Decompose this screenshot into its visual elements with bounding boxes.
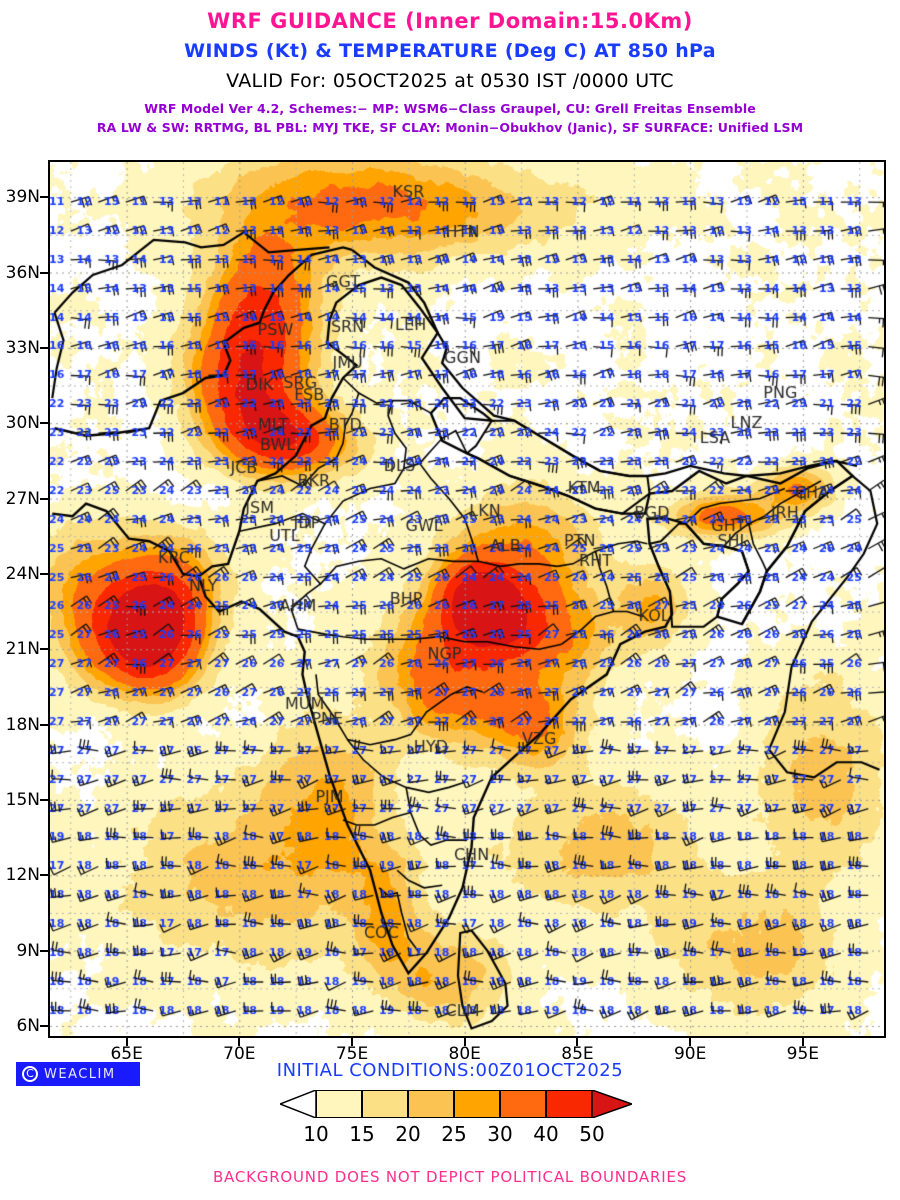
lon-tick-label: 85E xyxy=(561,1044,594,1064)
lat-tick-label: 30N xyxy=(5,413,40,434)
lon-tick-mark xyxy=(125,1038,128,1046)
lon-tick-mark xyxy=(576,1038,579,1046)
colorbar-tick-labels: 10 15 20 25 30 40 50 xyxy=(260,1122,640,1148)
colorbar-cell xyxy=(316,1090,362,1118)
map-overlay-barbs-and-values xyxy=(50,162,884,1036)
colorbar-cell xyxy=(408,1090,454,1118)
colorbar-min-arrow-outline xyxy=(277,1088,317,1120)
colorbar-cell xyxy=(500,1090,546,1118)
lon-tick-mark xyxy=(463,1038,466,1046)
lat-tick-mark xyxy=(40,949,48,952)
scheme-line-1: WRF Model Ver 4.2, Schemes:− MP: WSM6−Cl… xyxy=(144,101,756,116)
lat-tick-mark xyxy=(40,422,48,425)
colorbar-cell xyxy=(546,1090,592,1118)
lat-tick-label: 39N xyxy=(5,187,40,208)
lat-tick-label: 36N xyxy=(5,262,40,283)
disclaimer-text: BACKGROUND DOES NOT DEPICT POLITICAL BOU… xyxy=(212,1168,688,1186)
lon-tick-mark xyxy=(351,1038,354,1046)
lat-tick-label: 24N xyxy=(5,563,40,584)
colorbar-swatches xyxy=(277,1088,635,1120)
lat-tick-label: 21N xyxy=(5,639,40,660)
colorbar-level-label: 50 xyxy=(579,1122,605,1146)
colorbar-cell xyxy=(362,1090,408,1118)
lat-tick-mark xyxy=(40,196,48,199)
lat-tick-mark xyxy=(40,497,48,500)
lat-tick-mark xyxy=(40,723,48,726)
lat-tick-label: 6N xyxy=(16,1015,40,1036)
colorbar: 10 15 20 25 30 40 50 xyxy=(0,1088,900,1148)
lon-tick-mark xyxy=(689,1038,692,1046)
lat-tick-mark xyxy=(40,874,48,877)
lon-tick-label: 65E xyxy=(110,1044,143,1064)
lon-tick-label: 95E xyxy=(786,1044,820,1064)
valid-time-label: VALID For: 05OCT2025 at 0530 IST /0000 U… xyxy=(226,70,674,92)
lat-tick-mark xyxy=(40,572,48,575)
lat-tick-label: 33N xyxy=(5,337,40,358)
copyright-icon: C xyxy=(22,1066,38,1082)
colorbar-level-label: 10 xyxy=(303,1122,329,1146)
colorbar-level-label: 25 xyxy=(441,1122,467,1146)
colorbar-max-arrow xyxy=(591,1088,635,1120)
colorbar-cell xyxy=(454,1090,500,1118)
map-plot-area[interactable] xyxy=(48,160,886,1038)
colorbar-level-label: 40 xyxy=(533,1122,559,1146)
colorbar-level-label: 30 xyxy=(487,1122,513,1146)
lat-tick-label: 9N xyxy=(16,940,40,961)
weaclim-logo: C WEACLIM xyxy=(16,1062,140,1086)
lon-tick-label: 80E xyxy=(448,1044,481,1064)
lat-tick-label: 18N xyxy=(5,714,40,735)
page-subtitle: WINDS (Kt) & TEMPERATURE (Deg C) AT 850 … xyxy=(184,40,716,62)
lon-tick-mark xyxy=(801,1038,804,1046)
lon-tick-label: 75E xyxy=(335,1044,369,1064)
weaclim-label: WEACLIM xyxy=(44,1066,116,1082)
lat-tick-mark xyxy=(40,648,48,651)
page-title: WRF GUIDANCE (Inner Domain:15.0Km) xyxy=(207,9,693,33)
lon-tick-label: 70E xyxy=(223,1044,256,1064)
initial-conditions-label: INITIAL CONDITIONS:00Z01OCT2025 xyxy=(276,1060,624,1081)
lon-tick-mark xyxy=(238,1038,241,1046)
lon-tick-label: 90E xyxy=(673,1044,707,1064)
lat-tick-mark xyxy=(40,1024,48,1027)
lat-tick-mark xyxy=(40,798,48,801)
header: WRF GUIDANCE (Inner Domain:15.0Km) WINDS… xyxy=(0,0,900,135)
lat-tick-mark xyxy=(40,346,48,349)
lat-tick-label: 12N xyxy=(5,865,40,886)
lat-tick-label: 15N xyxy=(5,789,40,810)
scheme-line-2: RA LW & SW: RRTMG, BL PBL: MYJ TKE, SF C… xyxy=(96,120,804,135)
lat-tick-mark xyxy=(40,271,48,274)
colorbar-level-label: 15 xyxy=(349,1122,375,1146)
lat-tick-label: 27N xyxy=(5,488,40,509)
colorbar-level-label: 20 xyxy=(395,1122,421,1146)
